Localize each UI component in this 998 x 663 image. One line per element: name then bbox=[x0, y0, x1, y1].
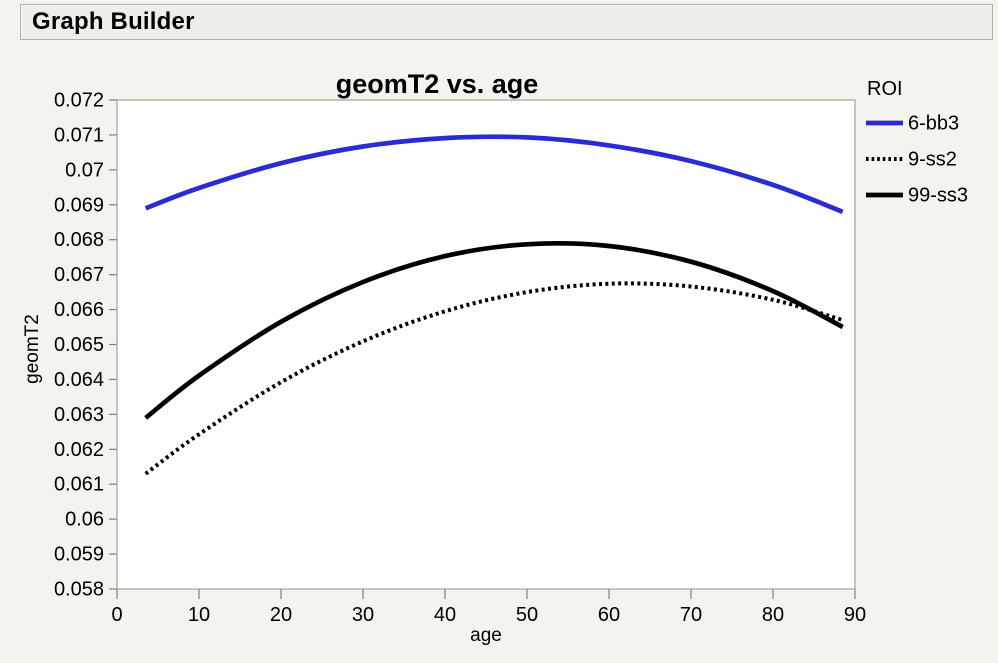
x-tick-label: 40 bbox=[434, 604, 456, 626]
series-line-6-bb3[interactable] bbox=[144, 134, 844, 214]
y-tick-label: 0.069 bbox=[54, 194, 104, 216]
x-tick-label: 70 bbox=[680, 604, 702, 626]
x-axis-ticks: 0 10 20 30 40 50 60 70 80 90 bbox=[111, 589, 866, 626]
plot-frame bbox=[116, 99, 856, 590]
y-tick-label: 0.059 bbox=[54, 544, 104, 566]
legend-label-9-ss2: 9-ss2 bbox=[908, 149, 957, 171]
y-axis-label: geomT2 bbox=[22, 314, 43, 384]
y-tick-label: 0.061 bbox=[54, 474, 104, 496]
y-tick-label: 0.072 bbox=[54, 90, 104, 112]
y-tick-label: 0.063 bbox=[54, 404, 104, 426]
series-lines bbox=[144, 134, 844, 476]
series-line-9-ss2[interactable] bbox=[144, 281, 844, 476]
x-axis-label: age bbox=[470, 625, 502, 646]
y-tick-label: 0.062 bbox=[54, 439, 104, 461]
y-tick-label: 0.066 bbox=[54, 299, 104, 321]
legend-item-99-ss3[interactable]: 99-ss3 bbox=[866, 185, 968, 207]
series-line-99-ss3[interactable] bbox=[144, 240, 844, 420]
window-title: Graph Builder bbox=[32, 8, 195, 35]
legend-label-99-ss3: 99-ss3 bbox=[908, 185, 968, 207]
legend-label-6-bb3: 6-bb3 bbox=[908, 113, 959, 135]
x-tick-label: 90 bbox=[844, 604, 866, 626]
window-titlebar[interactable]: Graph Builder bbox=[20, 4, 993, 40]
y-tick-label: 0.064 bbox=[54, 369, 104, 391]
y-tick-label: 0.068 bbox=[54, 229, 104, 251]
y-axis-ticks: 0.058 0.059 0.06 0.061 0.062 0.063 0.064 0.065 0… bbox=[54, 90, 117, 601]
x-tick-label: 80 bbox=[762, 604, 784, 626]
x-tick-label: 10 bbox=[188, 604, 210, 626]
x-tick-label: 0 bbox=[111, 604, 122, 626]
x-tick-label: 50 bbox=[516, 604, 538, 626]
legend-item-9-ss2[interactable]: 9-ss2 bbox=[866, 149, 957, 171]
y-tick-label: 0.065 bbox=[54, 334, 104, 356]
chart-title: geomT2 vs. age bbox=[336, 69, 539, 99]
legend-title: ROI bbox=[867, 78, 903, 100]
x-tick-label: 60 bbox=[598, 604, 620, 626]
y-tick-label: 0.071 bbox=[54, 124, 104, 146]
x-tick-label: 20 bbox=[270, 604, 292, 626]
legend: 6-bb3 9-ss2 99-ss3 bbox=[866, 113, 968, 207]
y-tick-label: 0.07 bbox=[65, 159, 104, 181]
y-tick-label: 0.06 bbox=[65, 509, 104, 531]
y-tick-label: 0.058 bbox=[54, 579, 104, 601]
x-tick-label: 30 bbox=[352, 604, 374, 626]
legend-item-6-bb3[interactable]: 6-bb3 bbox=[866, 113, 959, 135]
y-tick-label: 0.067 bbox=[54, 264, 104, 286]
